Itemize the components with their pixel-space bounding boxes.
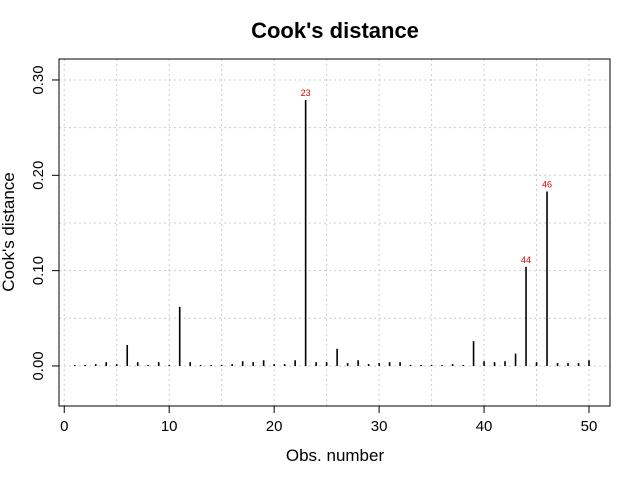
- grid-lines: [59, 59, 610, 406]
- y-tick-label: 0.10: [30, 256, 47, 285]
- annotation-23: 23: [301, 88, 311, 98]
- x-axis: 0 10 20 30 40 50: [60, 405, 598, 435]
- x-axis-label: Obs. number: [286, 446, 385, 465]
- annotations: 23 44 46: [301, 88, 552, 265]
- bars: [73, 99, 590, 366]
- chart-title: Cook's distance: [251, 18, 419, 43]
- y-axis: 0.00 0.10 0.20 0.30: [30, 65, 60, 381]
- y-tick-label: 0.00: [30, 351, 47, 380]
- y-tick-label: 0.20: [30, 161, 47, 190]
- x-tick-label: 40: [476, 418, 493, 435]
- x-tick-label: 0: [60, 418, 68, 435]
- x-tick-label: 10: [161, 418, 178, 435]
- annotation-44: 44: [521, 255, 531, 265]
- plot-frame: [58, 58, 611, 407]
- annotation-46: 46: [542, 180, 552, 190]
- x-tick-label: 50: [581, 418, 598, 435]
- x-tick-label: 20: [266, 418, 283, 435]
- y-axis-label: Cook's distance: [0, 172, 18, 291]
- y-tick-label: 0.30: [30, 65, 47, 94]
- x-tick-label: 30: [371, 418, 388, 435]
